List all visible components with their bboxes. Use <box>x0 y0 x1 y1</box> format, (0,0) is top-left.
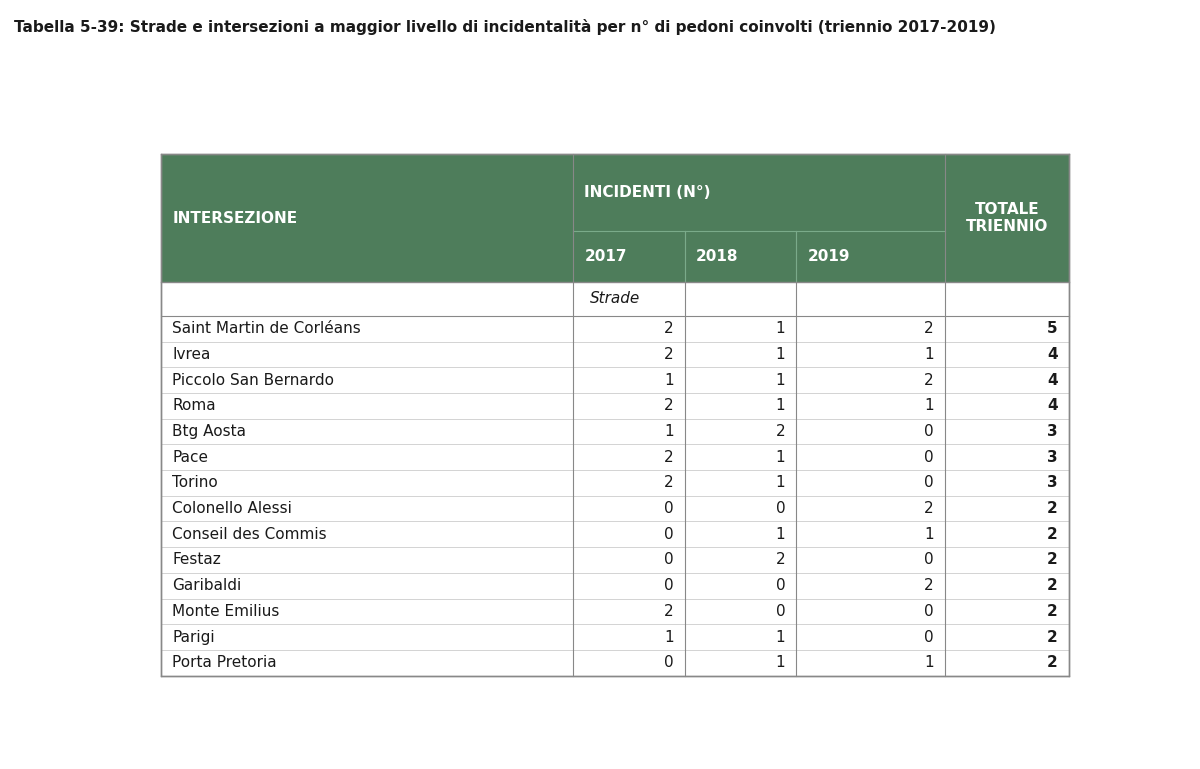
Text: 2: 2 <box>1046 578 1057 593</box>
Text: 0: 0 <box>924 604 934 619</box>
Text: 1: 1 <box>664 373 673 388</box>
Text: Btg Aosta: Btg Aosta <box>173 424 246 439</box>
Text: Strade: Strade <box>590 291 640 306</box>
Text: 0: 0 <box>664 655 673 671</box>
Bar <box>161 470 1069 496</box>
Text: 2019: 2019 <box>808 249 850 264</box>
Text: 1: 1 <box>775 630 785 644</box>
Text: 2: 2 <box>775 552 785 568</box>
Text: 2: 2 <box>664 321 673 337</box>
Text: Porta Pretoria: Porta Pretoria <box>173 655 277 671</box>
Bar <box>161 521 1069 548</box>
Text: 4: 4 <box>1048 373 1057 388</box>
Text: 0: 0 <box>664 501 673 516</box>
Text: 3: 3 <box>1048 450 1057 464</box>
Text: 1: 1 <box>924 398 934 414</box>
Bar <box>161 650 1069 675</box>
Text: Ivrea: Ivrea <box>173 347 211 362</box>
Text: 2: 2 <box>664 347 673 362</box>
Text: 2: 2 <box>1046 604 1057 619</box>
Text: 1: 1 <box>775 655 785 671</box>
Text: 2: 2 <box>664 398 673 414</box>
Text: 2: 2 <box>664 475 673 491</box>
Text: 0: 0 <box>924 450 934 464</box>
Text: 2: 2 <box>1046 630 1057 644</box>
Text: Parigi: Parigi <box>173 630 215 644</box>
Text: Saint Martin de Corléans: Saint Martin de Corléans <box>173 321 361 337</box>
Bar <box>161 444 1069 470</box>
Text: 2: 2 <box>775 424 785 439</box>
Text: Conseil des Commis: Conseil des Commis <box>173 527 326 542</box>
Text: 0: 0 <box>924 424 934 439</box>
Text: 0: 0 <box>775 578 785 593</box>
Bar <box>161 341 1069 368</box>
Text: 2: 2 <box>1046 501 1057 516</box>
Text: 3: 3 <box>1048 475 1057 491</box>
Text: Monte Emilius: Monte Emilius <box>173 604 280 619</box>
Text: Garibaldi: Garibaldi <box>173 578 241 593</box>
Text: Tabella 5-39: Strade e intersezioni a maggior livello di incidentalità per n° di: Tabella 5-39: Strade e intersezioni a ma… <box>14 19 996 35</box>
Text: 1: 1 <box>664 630 673 644</box>
Text: 1: 1 <box>775 475 785 491</box>
Text: 0: 0 <box>664 552 673 568</box>
Text: Pace: Pace <box>173 450 209 464</box>
Text: 2: 2 <box>924 321 934 337</box>
Text: 2: 2 <box>924 578 934 593</box>
Text: 3: 3 <box>1048 424 1057 439</box>
Text: 0: 0 <box>924 630 934 644</box>
Text: 0: 0 <box>664 527 673 542</box>
Text: 1: 1 <box>664 424 673 439</box>
Text: 1: 1 <box>924 527 934 542</box>
Text: Colonello Alessi: Colonello Alessi <box>173 501 292 516</box>
Text: 2018: 2018 <box>696 249 738 264</box>
Text: INTERSEZIONE: INTERSEZIONE <box>173 211 298 225</box>
Text: 4: 4 <box>1048 398 1057 414</box>
Bar <box>161 598 1069 624</box>
Bar <box>161 624 1069 650</box>
Text: 0: 0 <box>775 501 785 516</box>
Text: 1: 1 <box>775 450 785 464</box>
Bar <box>161 419 1069 444</box>
Text: 1: 1 <box>775 527 785 542</box>
Text: Piccolo San Bernardo: Piccolo San Bernardo <box>173 373 335 388</box>
Text: 0: 0 <box>924 475 934 491</box>
Text: 0: 0 <box>924 552 934 568</box>
Text: 1: 1 <box>775 373 785 388</box>
Bar <box>161 231 1069 281</box>
Text: 5: 5 <box>1048 321 1057 337</box>
Bar <box>161 155 1069 675</box>
Text: 2: 2 <box>924 501 934 516</box>
Text: Festaz: Festaz <box>173 552 221 568</box>
Bar <box>161 548 1069 573</box>
Text: Roma: Roma <box>173 398 216 414</box>
Text: INCIDENTI (N°): INCIDENTI (N°) <box>584 185 710 201</box>
Text: 1: 1 <box>775 347 785 362</box>
Text: 4: 4 <box>1048 347 1057 362</box>
Text: 2: 2 <box>1046 552 1057 568</box>
Bar <box>161 393 1069 419</box>
Text: 1: 1 <box>924 347 934 362</box>
Text: Torino: Torino <box>173 475 218 491</box>
Text: 2: 2 <box>924 373 934 388</box>
Text: 1: 1 <box>775 398 785 414</box>
Bar <box>161 573 1069 598</box>
Text: 2: 2 <box>664 450 673 464</box>
Bar <box>161 316 1069 341</box>
Text: TOTALE
TRIENNIO: TOTALE TRIENNIO <box>966 202 1048 235</box>
Text: 2017: 2017 <box>584 249 626 264</box>
Bar <box>161 368 1069 393</box>
Text: 0: 0 <box>664 578 673 593</box>
Bar <box>161 281 1069 316</box>
Bar <box>161 496 1069 521</box>
Text: 2: 2 <box>1046 655 1057 671</box>
Text: 1: 1 <box>924 655 934 671</box>
Bar <box>161 155 1069 231</box>
Text: 1: 1 <box>775 321 785 337</box>
Text: 2: 2 <box>1046 527 1057 542</box>
Text: 2: 2 <box>664 604 673 619</box>
Text: 0: 0 <box>775 604 785 619</box>
